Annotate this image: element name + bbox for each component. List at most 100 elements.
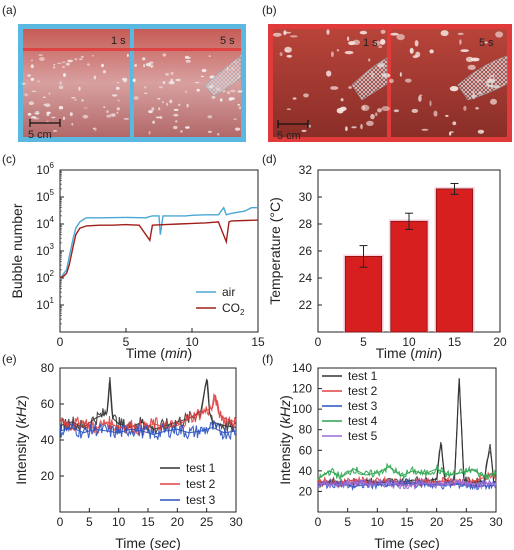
bubble — [78, 86, 81, 91]
bubble — [46, 111, 51, 115]
bubble — [351, 126, 357, 129]
bubble — [92, 54, 94, 57]
bubble — [449, 86, 459, 92]
x-tick-label: 10 — [371, 515, 385, 529]
bubble — [366, 120, 374, 126]
bubble — [237, 90, 243, 93]
bubble — [421, 128, 429, 131]
bubble — [30, 64, 34, 69]
bubble — [445, 114, 449, 117]
bubble — [126, 53, 129, 57]
bubble — [207, 130, 212, 133]
bubble — [24, 93, 28, 97]
y-tick-label: 80 — [299, 423, 313, 437]
bubble — [196, 88, 200, 92]
bubble — [233, 118, 237, 120]
bubble — [87, 63, 90, 66]
x-tick-label: 15 — [251, 335, 265, 349]
bubble — [173, 108, 179, 111]
panel-b-time-5s: 5 s — [479, 37, 494, 49]
bubble — [35, 110, 40, 115]
y-tick-base: 10 — [36, 217, 50, 231]
bubble — [283, 30, 287, 36]
bubble — [62, 116, 66, 121]
y-axis-label-text: Intensity ( — [277, 424, 293, 485]
bubble — [177, 103, 181, 107]
x-tick-label: 15 — [141, 515, 155, 529]
bubble — [115, 86, 120, 90]
bubble — [116, 111, 119, 114]
bubble — [162, 81, 166, 85]
x-tick-label: 25 — [200, 515, 214, 529]
x-axis-label-text: Time ( — [376, 345, 415, 361]
bubble — [373, 40, 381, 46]
bubble — [175, 120, 178, 123]
bubble — [331, 51, 334, 58]
series-line-test-5 — [317, 478, 497, 491]
legend-text: air — [222, 285, 235, 299]
y-tick-base: 10 — [36, 163, 50, 177]
y-tick-label: 22 — [299, 298, 313, 312]
x-tick-label: 10 — [402, 335, 416, 349]
bubble — [121, 77, 128, 81]
bubble — [148, 64, 154, 68]
x-tick-label: 0 — [57, 335, 64, 349]
x-tick-label: 15 — [448, 335, 462, 349]
bubble — [61, 61, 66, 64]
legend-label-test-1: test 1 — [186, 461, 216, 475]
bubble — [279, 52, 283, 57]
panel-b-scale-label: 5 cm — [277, 130, 301, 142]
bubble — [237, 103, 240, 106]
y-axis-label-unit: kHz — [13, 400, 29, 424]
x-axis-label-paren: ) — [435, 535, 440, 550]
y-tick-label: 40 — [41, 433, 55, 447]
y-tick-exponent: 2 — [50, 269, 55, 278]
bubble — [151, 107, 155, 111]
bubble — [173, 125, 178, 130]
y-axis-label: Bubble number — [9, 203, 25, 298]
bubble — [201, 68, 207, 73]
bubble — [157, 98, 161, 100]
bubble — [117, 99, 120, 102]
bubble — [110, 113, 115, 117]
panel-a-scale-label: 5 cm — [28, 129, 52, 141]
y-tick-label: 26 — [299, 244, 313, 258]
bubble — [336, 49, 340, 52]
bubble — [301, 129, 307, 133]
y-tick-label: 32 — [299, 163, 313, 177]
series-anchor-test-3 — [59, 426, 237, 436]
x-axis-label-paren: ) — [176, 535, 181, 550]
bubble — [148, 131, 151, 135]
bubble — [168, 81, 175, 85]
y-tick-label: 20 — [41, 469, 55, 483]
x-tick-label: 0 — [315, 515, 322, 529]
panel-f-label: (f) — [262, 352, 273, 366]
bubble — [148, 110, 153, 114]
legend-label-test-2: test 2 — [348, 384, 378, 398]
y-tick-label: 103 — [36, 242, 54, 258]
y-tick-base: 10 — [36, 190, 50, 204]
legend-label-test-3: test 3 — [348, 399, 378, 413]
x-axis-label-unit: min — [415, 345, 438, 361]
bubble — [173, 113, 179, 117]
y-axis-label: Temperature (°C) — [267, 197, 283, 305]
bubble — [467, 64, 476, 70]
panel-a-image-1s — [23, 29, 130, 137]
bubble — [352, 39, 360, 45]
series-line-air — [59, 206, 258, 280]
y-axis-label-paren: ) — [267, 197, 283, 202]
x-axis-label: Time (sec) — [115, 535, 181, 550]
bubble — [195, 81, 200, 84]
bubble — [449, 131, 454, 134]
bubble — [217, 133, 220, 136]
bubble — [158, 86, 163, 89]
y-axis-label-text: Intensity ( — [13, 424, 29, 485]
bubble — [159, 116, 163, 119]
bubble — [38, 54, 43, 56]
x-tick-label: 10 — [112, 515, 126, 529]
bubble — [162, 53, 167, 57]
bubble — [344, 50, 354, 55]
bar-5 — [344, 255, 383, 333]
